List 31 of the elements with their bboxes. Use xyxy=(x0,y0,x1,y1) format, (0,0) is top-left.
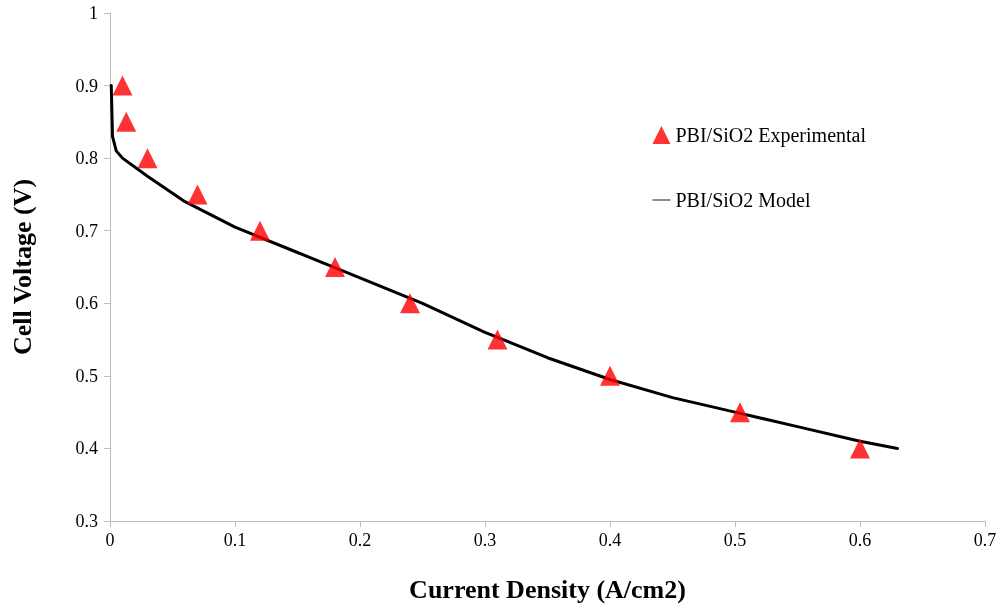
y-tick-label: 0.3 xyxy=(75,511,98,531)
point xyxy=(250,220,270,241)
point xyxy=(487,329,508,350)
y-axis-title: Cell Voltage (V) xyxy=(7,178,37,356)
x-axis-title: Current Density (A/cm2) xyxy=(409,574,686,604)
point xyxy=(600,365,620,386)
x-tick-label: 0.7 xyxy=(973,530,997,550)
x-tick-label: 0.4 xyxy=(598,530,622,550)
y-tick-label: 0.7 xyxy=(75,220,98,241)
y-tick-label: 0.8 xyxy=(75,148,98,169)
point xyxy=(112,75,133,96)
y-tick-label: 1 xyxy=(89,3,98,23)
x-tick-label: 0.5 xyxy=(723,530,747,550)
x-tick-label: 0.6 xyxy=(848,530,872,550)
point xyxy=(116,111,137,132)
y-tick-label: 0.6 xyxy=(75,293,98,314)
legend-label: PBI/SiO2 Experimental xyxy=(675,124,867,147)
x-tick-label: 0.2 xyxy=(348,530,372,550)
point xyxy=(850,438,870,459)
x-tick-label: 0.3 xyxy=(473,530,497,550)
point xyxy=(137,148,158,169)
point xyxy=(730,402,750,423)
legend-label: PBI/SiO2 Model xyxy=(675,189,811,211)
x-tick-label: 0 xyxy=(105,530,115,550)
y-tick-label: 0.5 xyxy=(75,365,98,386)
point xyxy=(187,184,208,205)
point xyxy=(400,293,420,314)
y-tick-label: 0.4 xyxy=(75,438,98,459)
y-tick-label: 0.9 xyxy=(75,75,98,96)
point xyxy=(325,257,345,277)
x-tick-label: 0.1 xyxy=(223,530,247,550)
